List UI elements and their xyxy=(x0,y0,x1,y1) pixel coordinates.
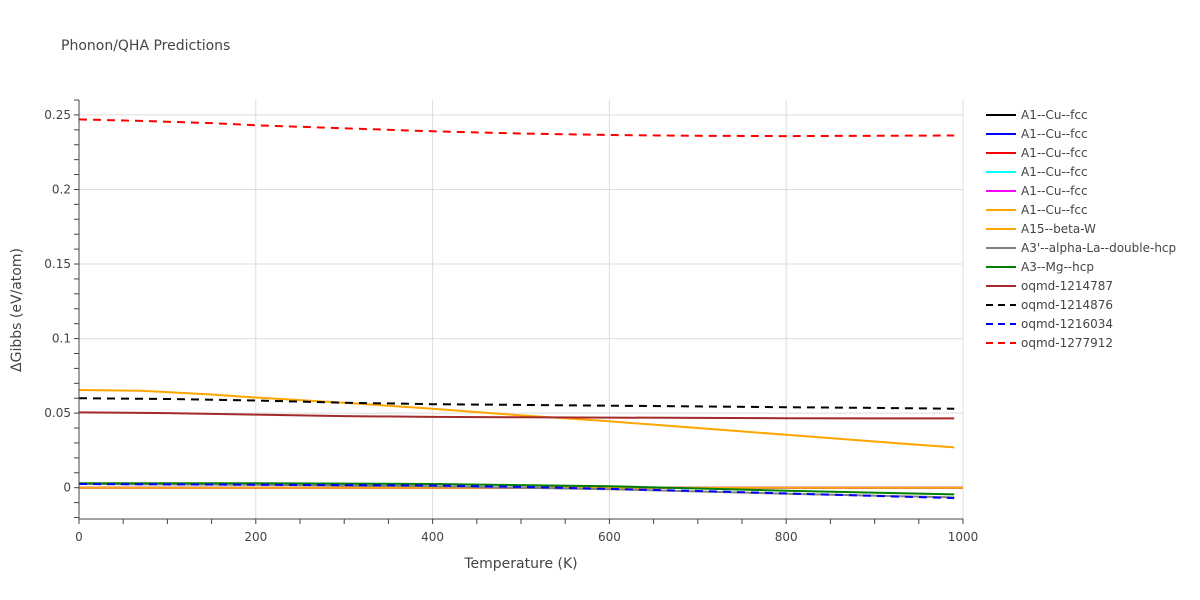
y-axis-title: ΔGibbs (eV/atom) xyxy=(9,248,25,372)
legend[interactable]: A1--Cu--fcc A1--Cu--fcc A1--Cu--fcc A1--Cu-… xyxy=(986,108,1176,350)
y-tick-label: 0.05 xyxy=(44,406,71,420)
x-tick-label: 200 xyxy=(244,530,267,544)
legend-label-10[interactable]: oqmd-1214876 xyxy=(1021,298,1113,312)
chart-title: Phonon/QHA Predictions xyxy=(61,38,230,54)
x-axis-title: Temperature (K) xyxy=(463,556,577,572)
x-tick-label: 800 xyxy=(775,530,798,544)
legend-label-12[interactable]: oqmd-1277912 xyxy=(1021,336,1113,350)
y-tick-label: 0.25 xyxy=(44,108,71,122)
legend-label-7[interactable]: A3'--alpha-La--double-hcp xyxy=(1021,241,1176,255)
legend-label-1[interactable]: A1--Cu--fcc xyxy=(1021,127,1088,141)
legend-label-9[interactable]: oqmd-1214787 xyxy=(1021,279,1113,293)
axes: 0 200 400 600 800 1000 0 0.05 0.1 0.15 0.2 0.25 xyxy=(44,99,979,544)
grid xyxy=(79,100,964,519)
x-tick-label: 600 xyxy=(598,530,621,544)
plot-area xyxy=(78,118,963,500)
y-tick-label: 0.1 xyxy=(52,332,71,346)
series-line-12 xyxy=(78,118,955,138)
x-tick-label: 1000 xyxy=(948,530,979,544)
legend-label-0[interactable]: A1--Cu--fcc xyxy=(1021,108,1088,122)
legend-label-8[interactable]: A3--Mg--hcp xyxy=(1021,260,1094,274)
series-line-6 xyxy=(78,389,955,449)
x-tick-label: 400 xyxy=(421,530,444,544)
series-line-8 xyxy=(79,482,955,496)
y-tick-label: 0.2 xyxy=(52,182,71,196)
legend-label-11[interactable]: oqmd-1216034 xyxy=(1021,317,1113,331)
series-line-10 xyxy=(78,397,955,410)
legend-label-2[interactable]: A1--Cu--fcc xyxy=(1021,146,1088,160)
series-line-9 xyxy=(78,411,955,420)
y-tick-label: 0 xyxy=(63,481,71,495)
legend-label-5[interactable]: A1--Cu--fcc xyxy=(1021,203,1088,217)
legend-label-4[interactable]: A1--Cu--fcc xyxy=(1021,184,1088,198)
x-tick-label: 0 xyxy=(75,530,83,544)
y-tick-label: 0.15 xyxy=(44,257,71,271)
legend-label-6[interactable]: A15--beta-W xyxy=(1021,222,1096,236)
legend-label-3[interactable]: A1--Cu--fcc xyxy=(1021,165,1088,179)
